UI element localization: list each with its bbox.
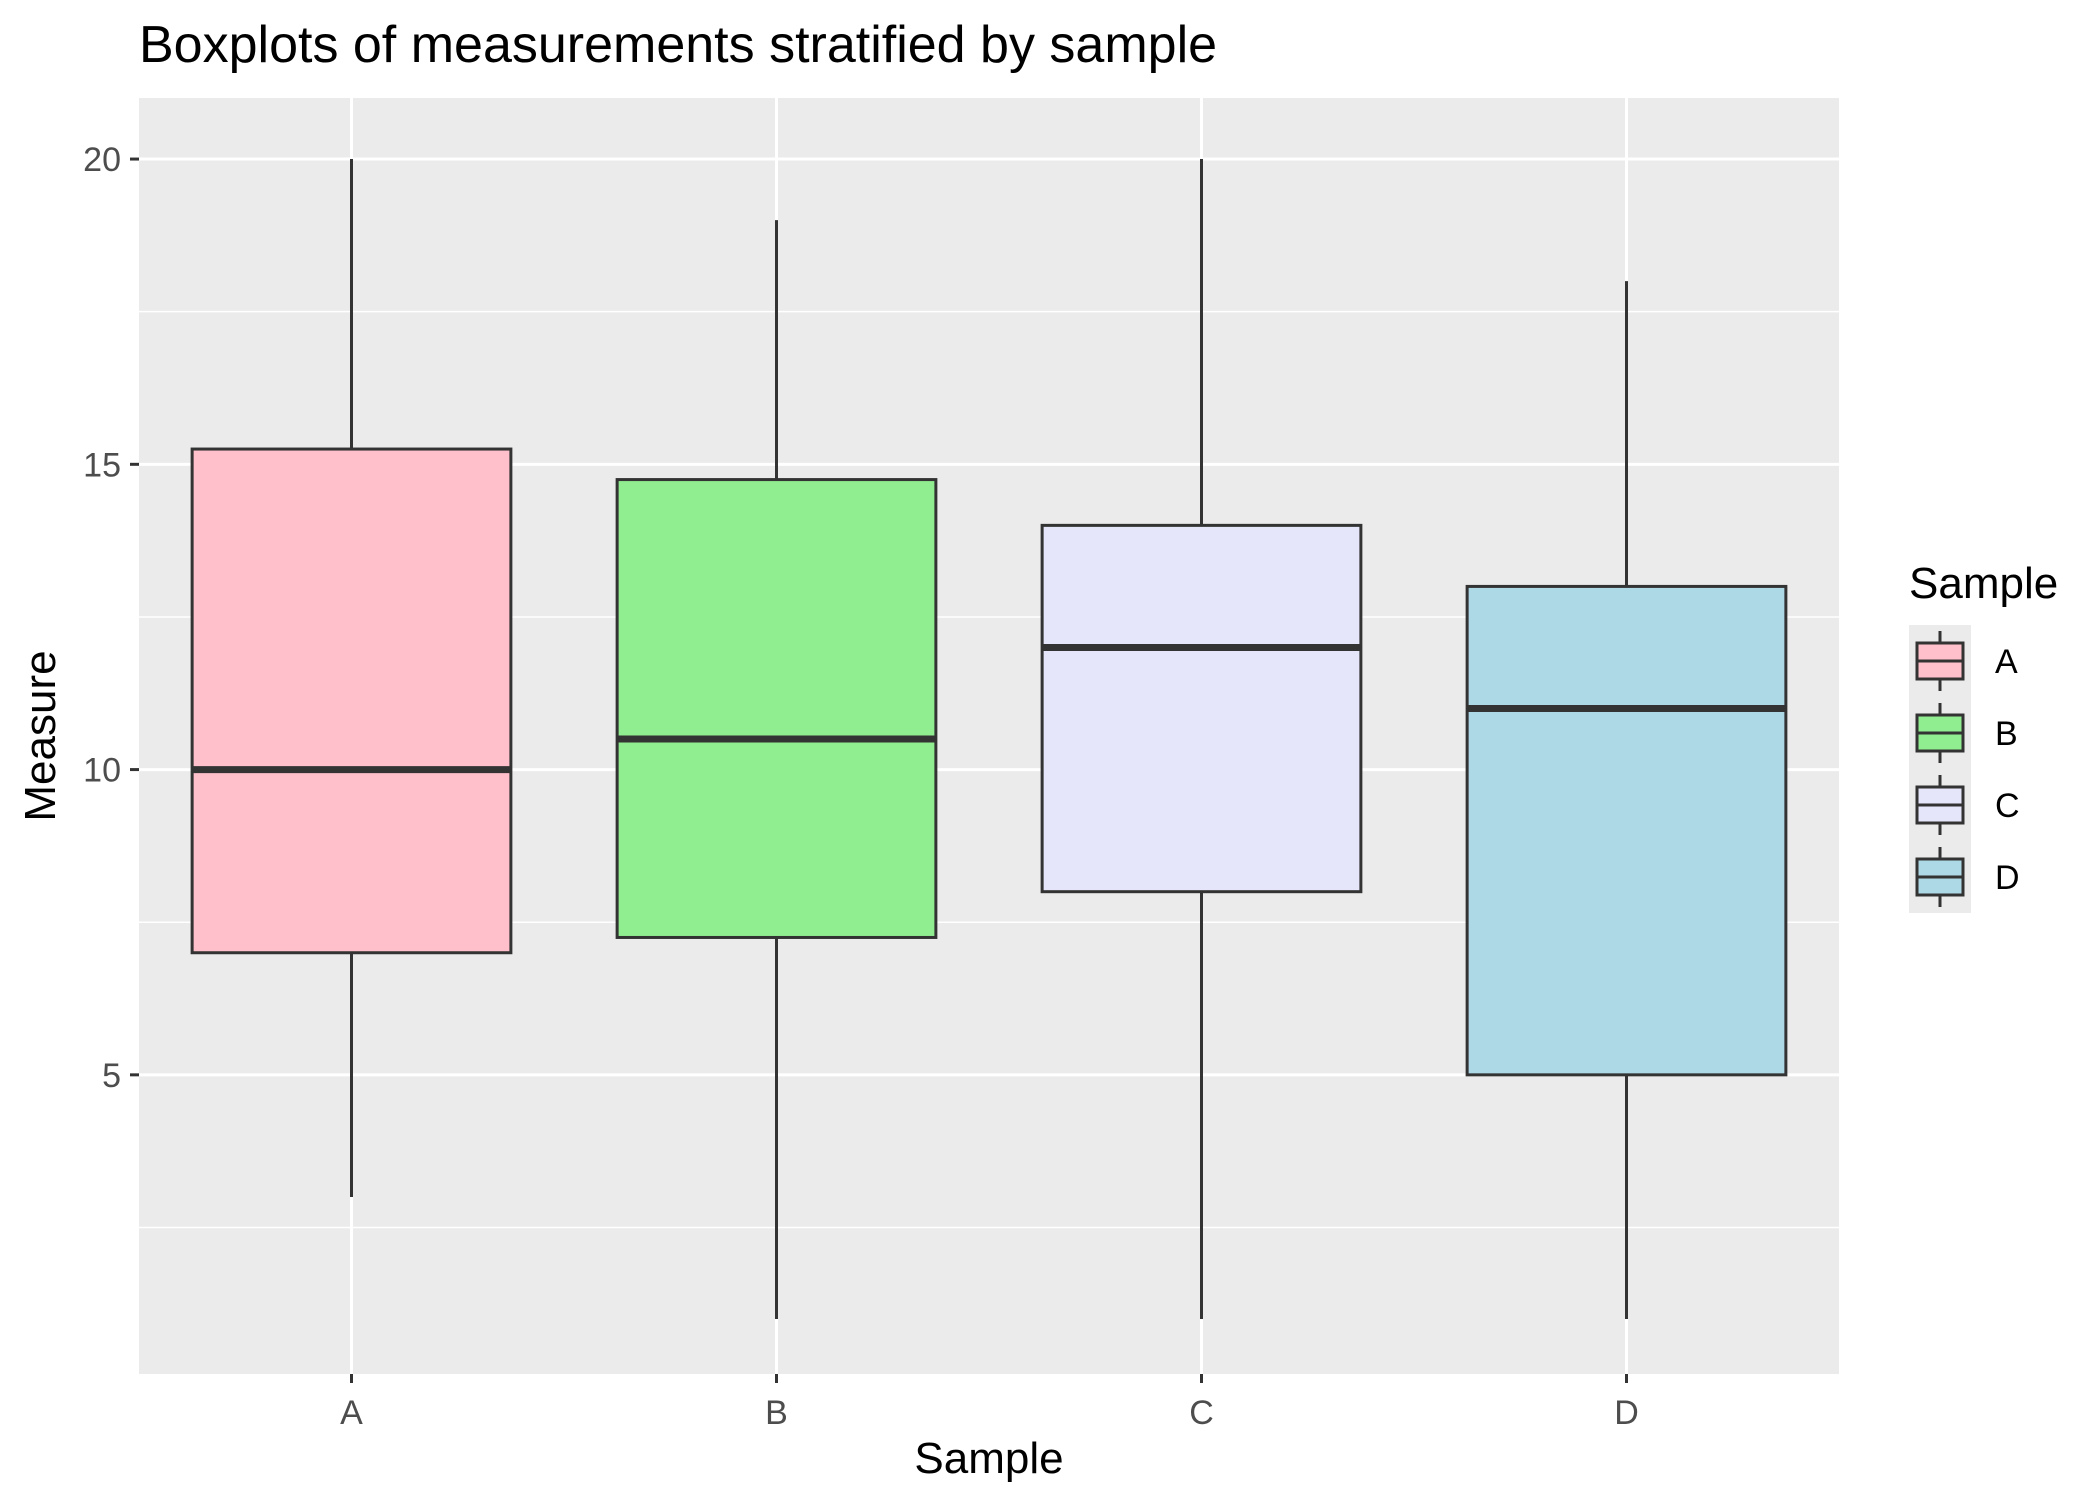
x-tick-label: B bbox=[765, 1394, 788, 1432]
legend-item-D: D bbox=[1915, 847, 2020, 907]
iqr-box bbox=[190, 447, 513, 955]
box-B bbox=[615, 220, 938, 1320]
legend-title: Sample bbox=[1909, 559, 2058, 608]
y-tick-label: 5 bbox=[102, 1057, 121, 1095]
y-axis: 5 10 15 20 bbox=[83, 141, 139, 1095]
box-C bbox=[1040, 159, 1363, 1320]
box-D bbox=[1465, 281, 1788, 1320]
boxes bbox=[190, 159, 1788, 1320]
chart-title: Boxplots of measurements stratified by s… bbox=[139, 16, 1217, 74]
legend-label: A bbox=[1995, 643, 2018, 681]
x-tick-label: C bbox=[1189, 1394, 1214, 1432]
legend-label: D bbox=[1995, 859, 2020, 897]
legend-label: B bbox=[1995, 715, 2018, 753]
box-A bbox=[190, 159, 513, 1197]
x-tick-label: A bbox=[340, 1394, 363, 1432]
iqr-box bbox=[615, 478, 938, 939]
y-axis-title: Measure bbox=[16, 650, 65, 821]
y-tick-label: 20 bbox=[83, 141, 121, 179]
legend-item-C: C bbox=[1915, 775, 2020, 835]
x-axis: A B C D bbox=[340, 1374, 1639, 1432]
x-tick-label: D bbox=[1614, 1394, 1639, 1432]
legend-item-A: A bbox=[1915, 631, 2018, 691]
y-tick-label: 10 bbox=[83, 752, 121, 790]
iqr-box bbox=[1040, 523, 1363, 894]
iqr-box bbox=[1465, 584, 1788, 1077]
legend-item-B: B bbox=[1915, 703, 2018, 763]
x-axis-title: Sample bbox=[914, 1434, 1063, 1483]
legend-label: C bbox=[1995, 787, 2020, 825]
y-tick-label: 15 bbox=[83, 446, 121, 484]
